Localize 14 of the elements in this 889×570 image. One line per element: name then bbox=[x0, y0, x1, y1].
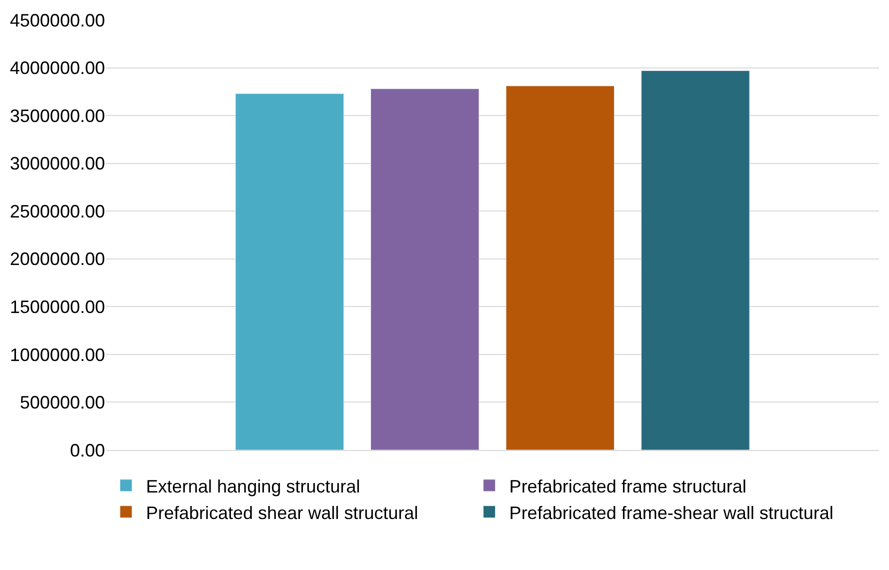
legend-label: Prefabricated frame structural bbox=[509, 476, 746, 496]
y-tick-label: 4500000.00 bbox=[10, 10, 105, 30]
y-tick-label: 3500000.00 bbox=[10, 106, 105, 126]
y-tick-label: 0.00 bbox=[70, 440, 105, 460]
y-tick-label: 2500000.00 bbox=[10, 201, 105, 222]
y-tick-label: 1500000.00 bbox=[10, 296, 105, 317]
legend-label: Prefabricated frame-shear wall structural bbox=[509, 502, 834, 523]
y-tick-label: 4000000.00 bbox=[10, 58, 105, 78]
y-tick-label: 2000000.00 bbox=[10, 249, 105, 270]
y-tick-label: 3000000.00 bbox=[10, 154, 105, 174]
legend-label: External hanging structural bbox=[146, 476, 360, 496]
legend-label: Prefabricated shear wall structural bbox=[146, 502, 418, 523]
y-tick-label: 500000.00 bbox=[20, 392, 105, 413]
y-tick-label: 1000000.00 bbox=[10, 344, 105, 365]
